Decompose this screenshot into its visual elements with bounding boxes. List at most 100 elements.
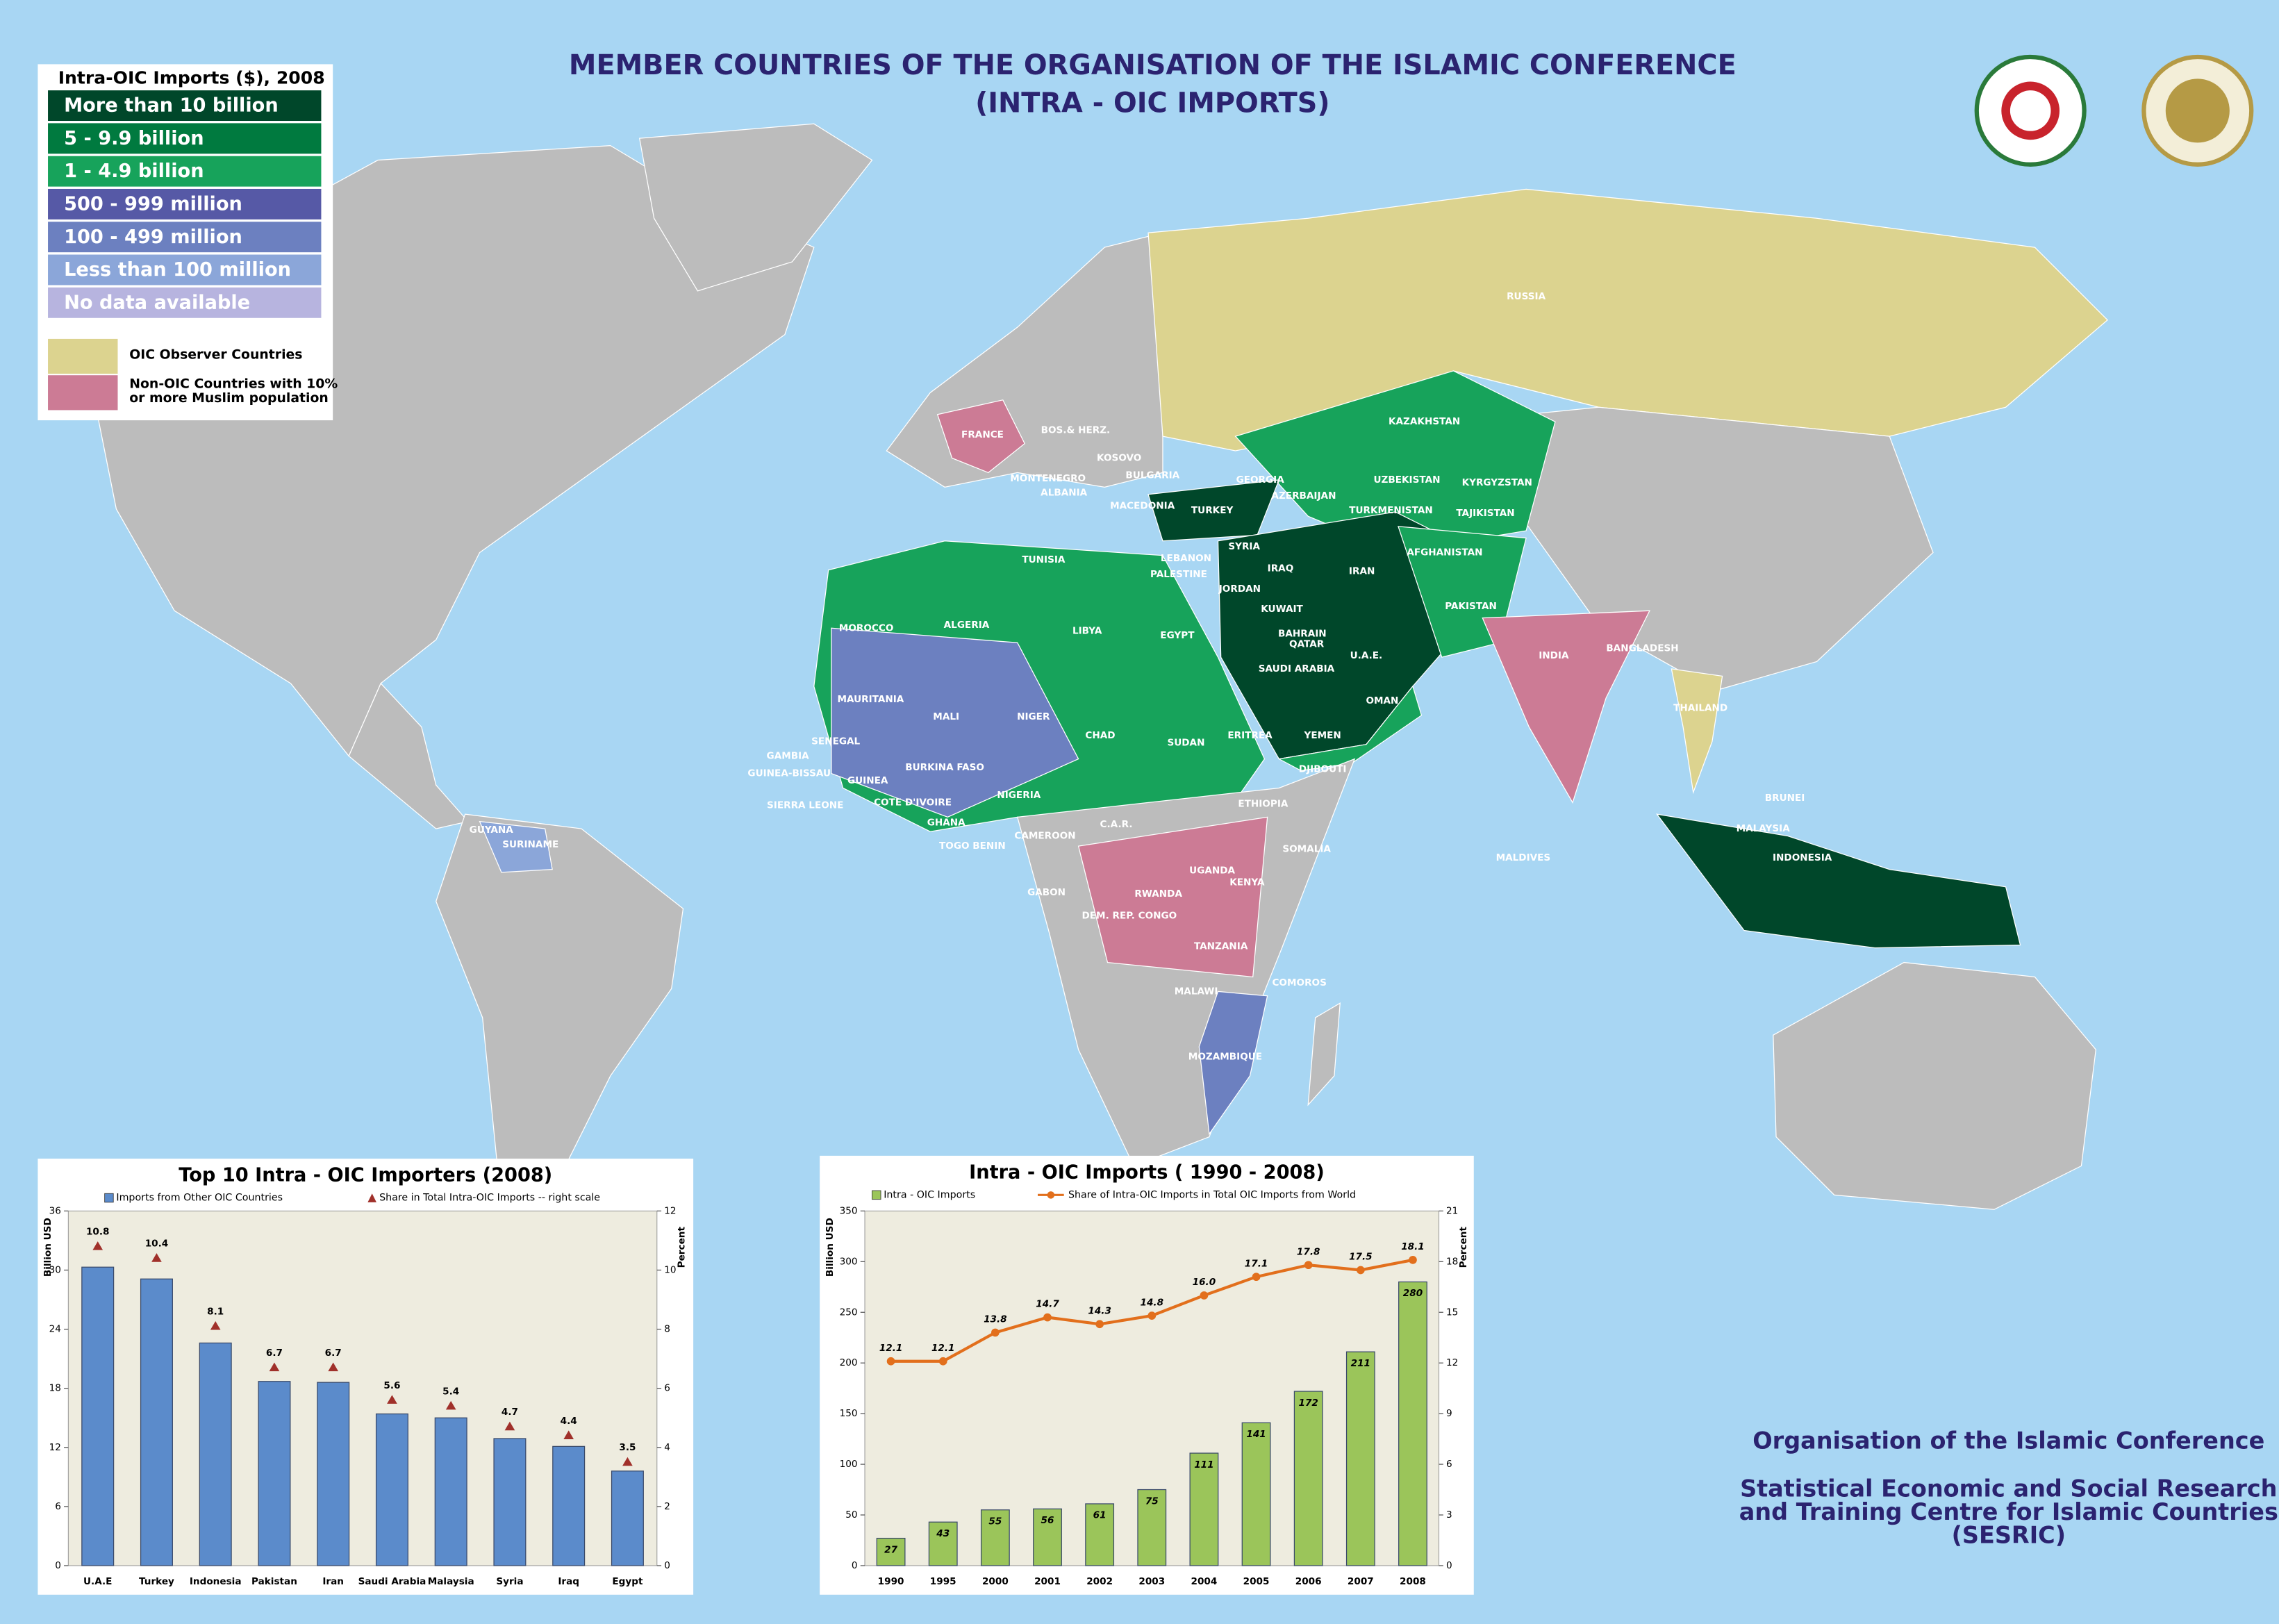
country-label: TAJIKISTAN: [1456, 508, 1514, 519]
country-label: SUDAN: [1167, 738, 1204, 749]
data-label: 14.8: [1141, 1297, 1164, 1308]
legend-swatch: [48, 338, 118, 374]
west-africa: [831, 627, 1079, 818]
x-tick-label: 2001: [1034, 1576, 1061, 1587]
bar: [1241, 1422, 1271, 1566]
data-label: 5.6: [383, 1380, 400, 1391]
bar: [1189, 1452, 1219, 1566]
bar-label: 75: [1145, 1495, 1159, 1507]
country-label: MOZAMBIQUE: [1188, 1052, 1262, 1063]
country-label: TANZANIA: [1194, 941, 1248, 952]
y2-tick-label: 12: [664, 1205, 676, 1216]
country-label: JORDAN: [1218, 583, 1261, 595]
legend-swatch: [48, 375, 118, 411]
bar: [81, 1266, 115, 1566]
bar: [928, 1521, 958, 1566]
data-label: 17.8: [1297, 1246, 1320, 1257]
country-label: INDIA: [1539, 650, 1569, 661]
footer-centre: and Training Centre for Islamic Countrie…: [1739, 1498, 2278, 1525]
legend-swatch: [48, 287, 322, 318]
legend-swatch: [1047, 1191, 1055, 1199]
country-label: CHAD: [1085, 730, 1115, 741]
france: [936, 399, 1025, 474]
data-label: 17.5: [1349, 1252, 1373, 1263]
x-tick-label: 2007: [1348, 1576, 1374, 1587]
legend-swatch: [48, 123, 322, 154]
country-label: DJIBOUTI: [1299, 763, 1347, 774]
data-label: 16.0: [1193, 1277, 1216, 1288]
legend-swatch: [48, 156, 322, 187]
x-tick-label: 1995: [930, 1576, 956, 1587]
bar: [199, 1342, 232, 1566]
legend-label: No data available: [64, 292, 250, 313]
bar: [258, 1381, 291, 1566]
y-tick-label: 300: [840, 1256, 858, 1267]
marker: [1200, 1291, 1209, 1300]
country-label: EGYPT: [1160, 630, 1195, 641]
country-label: BOS.& HERZ.: [1041, 425, 1111, 436]
country-label: MALAYSIA: [1737, 823, 1791, 834]
y2-tick-label: 9: [1446, 1408, 1452, 1419]
country-label: BAHRAIN: [1278, 629, 1327, 640]
country-label: ALGERIA: [944, 620, 990, 631]
legend-swatch: [367, 1193, 376, 1202]
bar: [1137, 1489, 1167, 1566]
country-label: GUINEA: [847, 775, 888, 786]
footer-centre: (SESRIC): [1952, 1522, 2066, 1549]
bar: [1345, 1351, 1375, 1566]
country-label: QATAR: [1289, 638, 1325, 649]
y-tick-label: 150: [840, 1408, 858, 1419]
country-label: PAKISTAN: [1445, 601, 1497, 612]
country-label: KYRGYZSTAN: [1462, 477, 1532, 488]
y2-tick-label: 8: [664, 1324, 670, 1335]
x-tick-label: 1990: [878, 1576, 904, 1587]
thailand: [1671, 668, 1723, 795]
x-tick-label: Malaysia: [428, 1576, 474, 1587]
country-label: MACEDONIA: [1110, 501, 1175, 512]
chart: Top 10 Intra - OIC Importers (2008) 0 6 12 1…: [38, 1159, 694, 1595]
y-tick-label: 6: [55, 1501, 61, 1512]
data-label: 5.4: [442, 1386, 459, 1397]
x-tick-label: Syria: [496, 1576, 523, 1587]
bar: [611, 1470, 644, 1566]
bar: [1085, 1503, 1115, 1566]
country-label: TUNISIA: [1022, 554, 1066, 565]
country-label: YEMEN: [1303, 730, 1341, 741]
country-label: ETHIOPIA: [1238, 798, 1288, 809]
marker: [563, 1430, 574, 1439]
x-tick-label: 2003: [1138, 1576, 1165, 1587]
bar: [317, 1382, 350, 1566]
country-label: SENEGAL: [811, 736, 860, 747]
y2-tick-label: 21: [1446, 1205, 1458, 1216]
country-label: GUINEA-BISSAU: [747, 768, 831, 779]
country-label: NIGERIA: [997, 790, 1041, 801]
country-label: SAUDI ARABIA: [1259, 663, 1335, 674]
legend-swatch: [48, 90, 322, 122]
legend-label: 100 - 499 million: [64, 226, 242, 248]
country-label: SURINAME: [502, 839, 558, 850]
y2-tick-label: 2: [664, 1501, 670, 1512]
marker: [1147, 1311, 1157, 1320]
y-axis-label: Billion USD: [42, 1218, 53, 1277]
legend-swatch: [104, 1193, 114, 1203]
x-tick-label: Iran: [322, 1576, 344, 1587]
oic-logo: [1974, 54, 2087, 167]
y2-tick-label: 12: [1446, 1357, 1458, 1368]
data-label: 17.1: [1245, 1258, 1268, 1269]
country-label: LEBANON: [1161, 553, 1211, 564]
y2-tick-label: 10: [664, 1264, 676, 1275]
country-label: FRANCE: [961, 429, 1004, 440]
country-label: BRUNEI: [1765, 793, 1805, 804]
x-tick-label: U.A.E: [83, 1576, 112, 1587]
country-label: OMAN: [1366, 695, 1398, 706]
legend-label: 500 - 999 million: [64, 193, 242, 215]
bar: [1033, 1508, 1062, 1566]
y2-tick-label: 6: [664, 1383, 670, 1394]
bar: [552, 1445, 586, 1566]
country-label: LIBYA: [1072, 625, 1102, 636]
x-tick-label: Iraq: [558, 1576, 579, 1587]
marker: [1409, 1256, 1417, 1264]
central-america: [348, 682, 469, 829]
bar: [140, 1278, 173, 1566]
country-label: GEORGIA: [1236, 474, 1285, 486]
